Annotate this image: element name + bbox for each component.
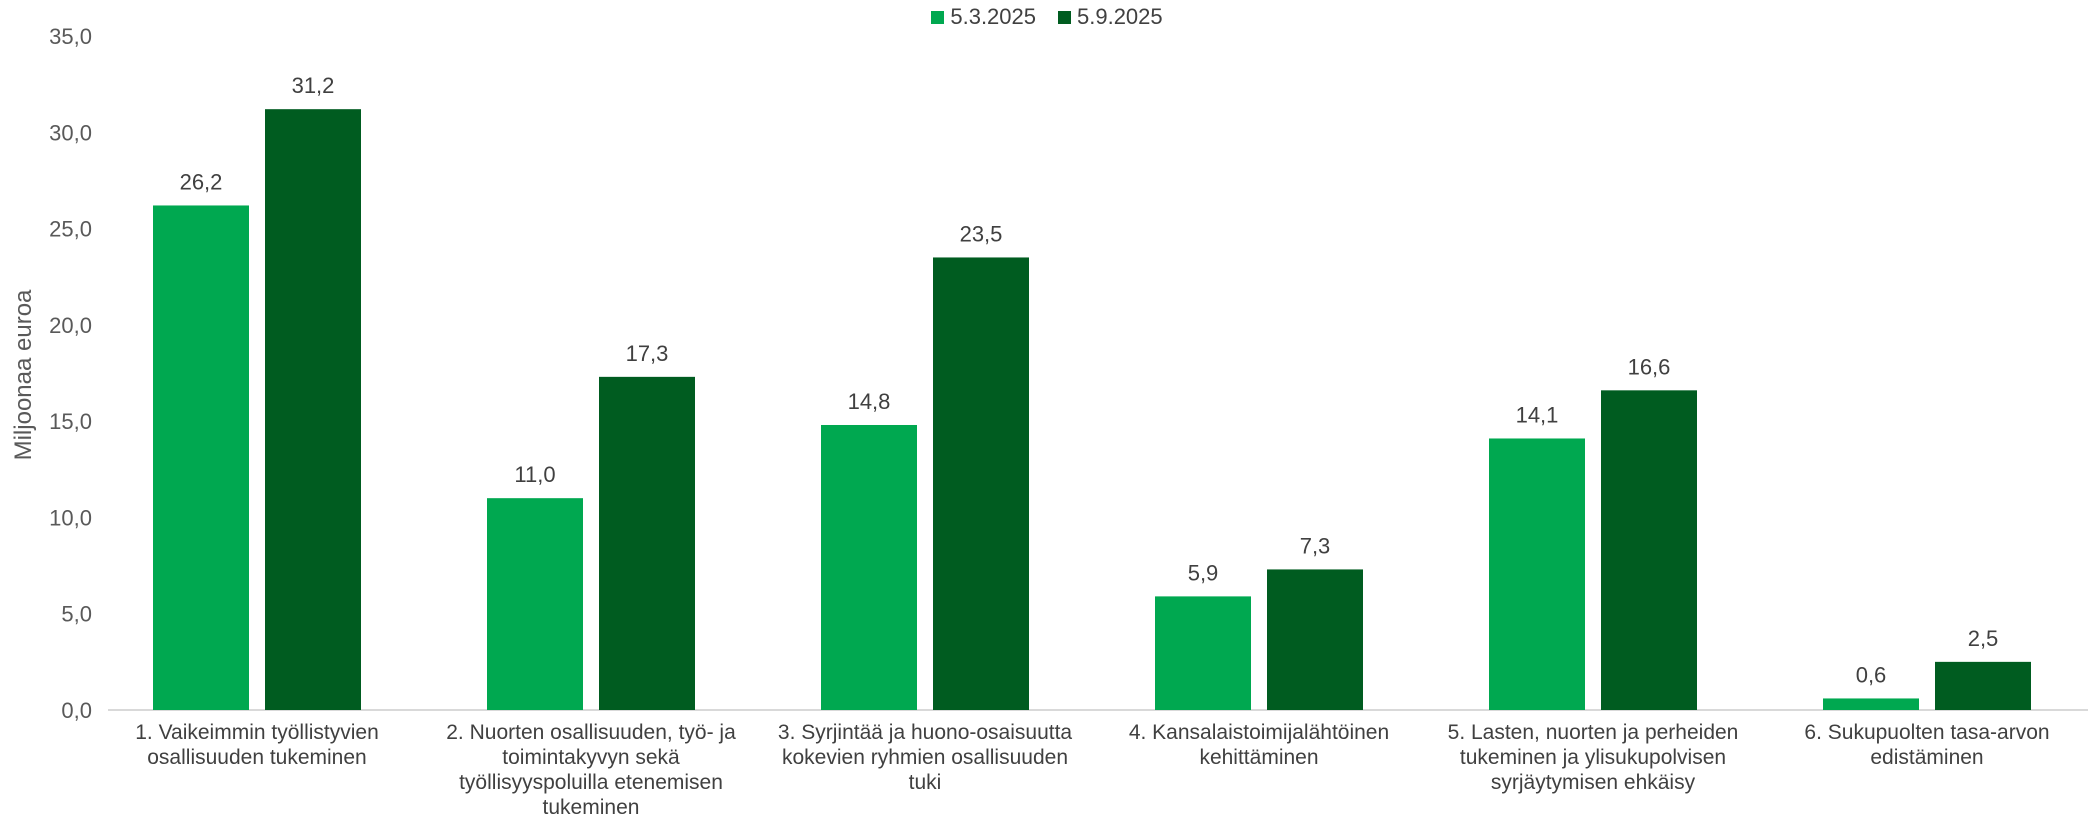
- bar-series-1-cat-5: [1489, 438, 1585, 710]
- y-tick-label: 15,0: [49, 409, 92, 434]
- data-label-series-2-cat-5: 16,6: [1628, 354, 1671, 379]
- data-label-series-2-cat-4: 7,3: [1300, 533, 1331, 558]
- category-label-2: 2. Nuorten osallisuuden, työ- ja toimint…: [446, 721, 736, 819]
- bar-series-1-cat-1: [153, 205, 249, 710]
- bar-series-1-cat-2: [487, 498, 583, 710]
- legend-swatch-series-2: [1058, 10, 1071, 24]
- bar-series-2-cat-2: [599, 376, 695, 710]
- bar-series-2-cat-3: [933, 257, 1029, 710]
- category-label-1: 1. Vaikeimmin työllistyvien osallisuuden…: [135, 721, 379, 769]
- category-label-4: 4. Kansalaistoimijalähtöinen kehittämine…: [1128, 721, 1390, 769]
- bar-series-2-cat-5: [1601, 390, 1697, 710]
- y-tick-label: 5,0: [61, 602, 92, 627]
- legend-item-series-1: 5.3.2025: [931, 4, 1036, 30]
- bar-series-2-cat-6: [1935, 661, 2031, 710]
- y-tick-label: 20,0: [49, 313, 92, 338]
- data-label-series-2-cat-3: 23,5: [960, 221, 1003, 246]
- y-tick-label: 30,0: [49, 120, 92, 145]
- data-label-series-1-cat-4: 5,9: [1188, 560, 1219, 585]
- legend-swatch-series-1: [931, 10, 945, 24]
- y-tick-label: 35,0: [49, 24, 92, 49]
- bar-series-2-cat-4: [1267, 569, 1363, 710]
- data-label-series-2-cat-2: 17,3: [626, 341, 669, 366]
- y-tick-label: 10,0: [49, 505, 92, 530]
- bar-series-1-cat-6: [1823, 698, 1919, 710]
- legend-label-series-1: 5.3.2025: [950, 4, 1036, 29]
- category-label-6: 6. Sukupuolten tasa-arvon edistäminen: [1804, 721, 2050, 769]
- data-label-series-2-cat-1: 31,2: [292, 73, 335, 98]
- category-label-3: 3. Syrjintää ja huono-osaisuutta kokevie…: [777, 721, 1073, 794]
- bar-series-1-cat-3: [821, 424, 917, 710]
- data-label-series-1-cat-1: 26,2: [180, 169, 223, 194]
- bar-series-1-cat-4: [1155, 596, 1251, 710]
- legend-item-series-2: 5.9.2025: [1058, 4, 1163, 30]
- legend-label-series-2: 5.9.2025: [1077, 4, 1163, 29]
- data-label-series-1-cat-6: 0,6: [1856, 662, 1887, 687]
- bar-series-2-cat-1: [265, 109, 361, 711]
- category-label-5: 5. Lasten, nuorten ja perheiden tukemine…: [1447, 721, 1739, 794]
- y-tick-label: 0,0: [61, 698, 92, 723]
- chart-legend: 5.3.2025 5.9.2025: [0, 4, 2094, 30]
- data-label-series-2-cat-6: 2,5: [1968, 626, 1999, 651]
- data-label-series-1-cat-2: 11,0: [514, 462, 555, 487]
- y-tick-label: 25,0: [49, 217, 92, 242]
- data-label-series-1-cat-5: 14,1: [1516, 402, 1559, 427]
- data-label-series-1-cat-3: 14,8: [848, 389, 891, 414]
